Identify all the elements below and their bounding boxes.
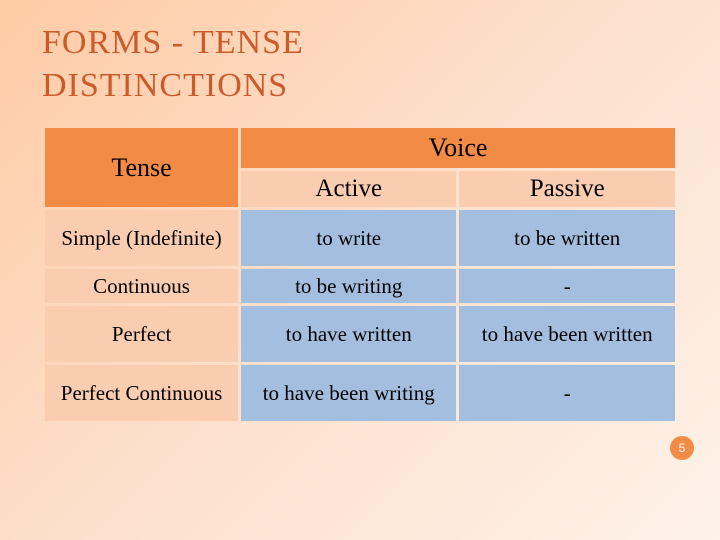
title-line-2: DISTINCTIONS xyxy=(42,67,288,104)
table-row: Perfect to have written to have been wri… xyxy=(45,306,675,362)
table-row: Perfect Continuous to have been writing … xyxy=(45,365,675,421)
cell-active: to have written xyxy=(241,306,456,362)
table-row: Continuous to be writing - xyxy=(45,269,675,303)
page-number-badge: 5 xyxy=(670,436,694,460)
tense-voice-table: Tense Voice Active Passive Simple (Indef… xyxy=(42,125,678,424)
cell-tense: Perfect xyxy=(45,306,238,362)
slide-title: FORMS - TENSE DISTINCTIONS xyxy=(0,0,720,107)
cell-tense: Simple (Indefinite) xyxy=(45,210,238,266)
header-active: Active xyxy=(241,171,456,207)
page-number: 5 xyxy=(679,441,686,455)
cell-passive: to be written xyxy=(459,210,675,266)
title-line-1: FORMS - TENSE xyxy=(42,24,304,61)
cell-tense: Perfect Continuous xyxy=(45,365,238,421)
header-tense: Tense xyxy=(45,128,238,207)
cell-active: to have been writing xyxy=(241,365,456,421)
cell-passive: - xyxy=(459,269,675,303)
cell-passive: to have been written xyxy=(459,306,675,362)
header-voice: Voice xyxy=(241,128,675,168)
header-passive: Passive xyxy=(459,171,675,207)
cell-active: to write xyxy=(241,210,456,266)
cell-active: to be writing xyxy=(241,269,456,303)
cell-tense: Continuous xyxy=(45,269,238,303)
table-container: Tense Voice Active Passive Simple (Indef… xyxy=(0,107,720,424)
table-row: Simple (Indefinite) to write to be writt… xyxy=(45,210,675,266)
cell-passive: - xyxy=(459,365,675,421)
